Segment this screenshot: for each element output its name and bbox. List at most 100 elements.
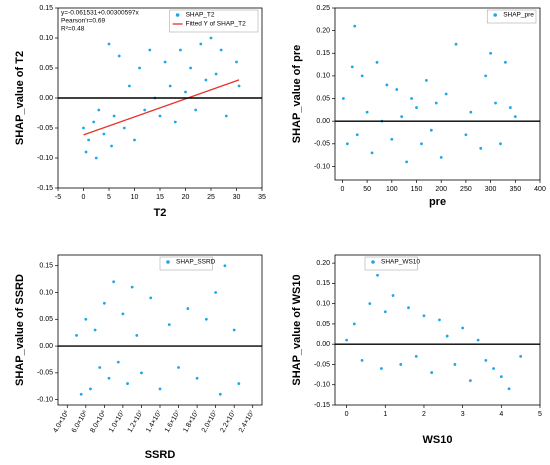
point xyxy=(218,392,222,396)
point xyxy=(140,371,143,375)
y-tick-label: 0.05 xyxy=(316,95,330,102)
point xyxy=(499,375,503,379)
point xyxy=(439,155,443,159)
point xyxy=(199,42,203,46)
legend-label: Fitted Y of SHAP_T2 xyxy=(186,21,246,28)
legend-label: SHAP_WS10 xyxy=(381,259,420,266)
point xyxy=(149,296,153,300)
point xyxy=(499,142,502,146)
x-tick-label: 1.4×10⁷ xyxy=(145,409,163,434)
x-tick-label: 1 xyxy=(383,411,387,418)
point xyxy=(429,128,433,132)
point xyxy=(484,74,488,78)
legend-box xyxy=(364,256,418,271)
point xyxy=(438,318,441,322)
point xyxy=(133,138,136,142)
point xyxy=(395,88,399,91)
panel: -0.15 -0.10 -0.05 0.00 0.05 0.10 0.15 -5 0 5 10 15 2… xyxy=(14,5,266,219)
point xyxy=(116,360,120,364)
x-tick-label: 20 xyxy=(182,194,190,201)
point xyxy=(98,366,102,369)
point xyxy=(138,66,142,70)
point xyxy=(383,310,387,314)
point xyxy=(204,78,208,82)
point xyxy=(237,382,241,385)
point xyxy=(126,382,129,385)
point xyxy=(479,146,483,150)
point xyxy=(410,97,413,100)
y-tick-label: 0.15 xyxy=(39,263,53,270)
point xyxy=(121,312,125,316)
point xyxy=(484,359,488,362)
x-tick-label: 8.0×10⁶ xyxy=(89,409,107,434)
plot-frame xyxy=(334,254,541,406)
legend-label: SHAP_T2 xyxy=(186,12,215,19)
point xyxy=(204,317,208,321)
point xyxy=(464,133,468,137)
point xyxy=(130,285,134,289)
x-tick-label: 0 xyxy=(82,194,86,201)
point xyxy=(214,291,218,294)
point xyxy=(445,334,449,338)
point xyxy=(167,323,171,327)
point xyxy=(353,24,357,28)
x-axis-label: SSRD xyxy=(145,449,176,461)
point xyxy=(489,51,493,55)
point xyxy=(173,120,177,124)
point xyxy=(370,151,374,155)
y-tick-label: 0.20 xyxy=(316,27,330,34)
y-tick-label: -0.10 xyxy=(314,382,330,389)
point xyxy=(184,90,187,94)
x-tick-label: 1.0×10⁷ xyxy=(108,409,126,434)
y-axis-label: SHAP_value of T2 xyxy=(14,51,26,145)
annotation: R²=0.48 xyxy=(61,26,85,33)
x-tick-label: 400 xyxy=(534,186,546,193)
x-tick-label: 2.4×10⁷ xyxy=(238,409,256,434)
x-tick-label: 150 xyxy=(411,186,423,193)
point xyxy=(355,133,359,137)
point xyxy=(84,317,88,321)
x-axis-label: WS10 xyxy=(423,434,453,446)
x-tick-label: 4 xyxy=(499,411,503,418)
y-axis-label: SHAP_value of WS10 xyxy=(291,274,303,385)
legend-box xyxy=(159,256,213,271)
x-tick-label: 0 xyxy=(340,186,344,193)
point xyxy=(380,367,383,370)
x-axis-label: pre xyxy=(429,196,446,208)
point xyxy=(168,84,172,88)
point xyxy=(223,264,227,268)
plot-frame xyxy=(334,7,541,181)
point xyxy=(195,376,199,380)
point xyxy=(235,60,238,64)
legend-swatch xyxy=(371,260,375,264)
point xyxy=(112,280,116,284)
point xyxy=(368,302,372,306)
point xyxy=(391,294,395,297)
y-tick-label: -0.10 xyxy=(37,396,53,403)
y-tick-label: -0.05 xyxy=(314,141,330,148)
point xyxy=(507,387,511,391)
legend-box xyxy=(169,9,259,33)
point xyxy=(75,333,78,337)
legend-label: SHAP_pre xyxy=(503,12,534,19)
y-tick-label: -0.05 xyxy=(314,361,330,368)
x-tick-label: 10 xyxy=(131,194,139,201)
point xyxy=(375,60,379,64)
point xyxy=(385,83,389,87)
point xyxy=(232,328,236,332)
point xyxy=(414,354,418,358)
x-tick-label: 2.0×10⁷ xyxy=(201,409,219,434)
x-tick-label: 1.6×10⁷ xyxy=(164,409,182,434)
point xyxy=(158,114,162,118)
annotation: Pearson'r=0.69 xyxy=(61,18,105,25)
point xyxy=(407,306,410,310)
point xyxy=(430,371,434,374)
point xyxy=(179,48,182,52)
legend-label: SHAP_SSRD xyxy=(176,259,216,266)
point xyxy=(214,72,218,76)
legend-box xyxy=(486,9,537,24)
point xyxy=(345,338,349,342)
point xyxy=(376,273,379,277)
x-tick-label: 250 xyxy=(460,186,472,193)
x-tick-label: 1.2×10⁷ xyxy=(127,409,145,434)
